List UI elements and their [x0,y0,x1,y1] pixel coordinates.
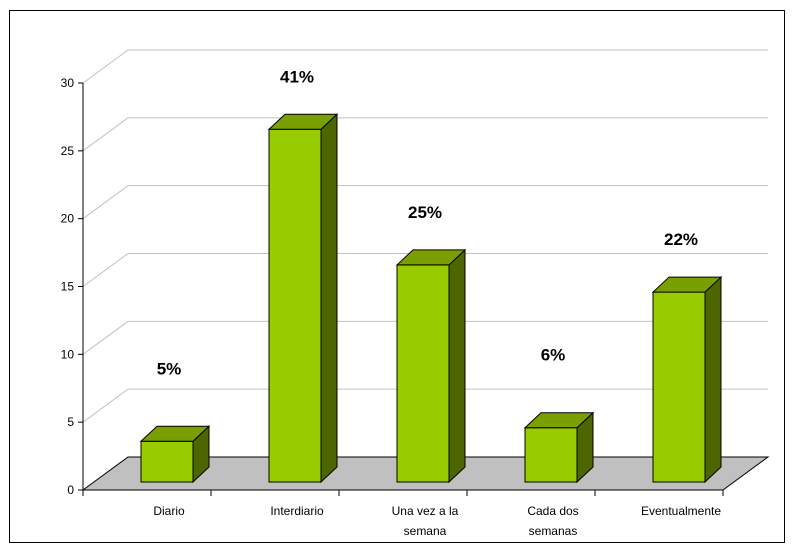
y-tick-label: 0 [67,483,74,497]
bar-side [448,248,466,484]
percent-label: 41% [280,67,314,86]
gridline-side [82,388,129,423]
category-label: Eventualmente [641,504,721,518]
bar-top [395,249,467,266]
bar-side [704,275,722,484]
percent-label: 25% [408,203,442,222]
category-label: semanas [529,524,578,538]
y-tick-label: 20 [61,212,75,226]
y-tick-label: 25 [61,144,75,158]
bar-front [140,440,194,483]
category-label: Diario [153,504,185,518]
bar-side [320,113,338,484]
y-tick-label: 5 [67,415,74,429]
category-label: Interdiario [270,504,324,518]
bar-top [267,113,339,130]
gridline-side [82,253,129,287]
gridline-side [82,117,129,152]
category-label: Una vez a la [392,504,459,518]
bar-top [651,276,723,293]
bar-front [524,427,578,483]
y-tick-label: 30 [61,76,75,90]
y-tick-label: 10 [61,347,75,361]
percent-label: 6% [541,346,566,365]
gridline-side [82,49,129,84]
percent-label: 5% [157,359,182,378]
bar-top [523,412,595,429]
bar-front [396,264,450,483]
percent-label: 22% [664,230,698,249]
category-label: semana [404,524,447,538]
bar-front [652,291,706,483]
bar-front [268,128,322,483]
gridline-side [82,185,129,220]
chart-frame [9,10,785,543]
bar-top [139,425,211,442]
y-tick-label: 15 [61,280,75,294]
gridline-side [82,320,129,355]
category-label: Cada dos [527,504,578,518]
